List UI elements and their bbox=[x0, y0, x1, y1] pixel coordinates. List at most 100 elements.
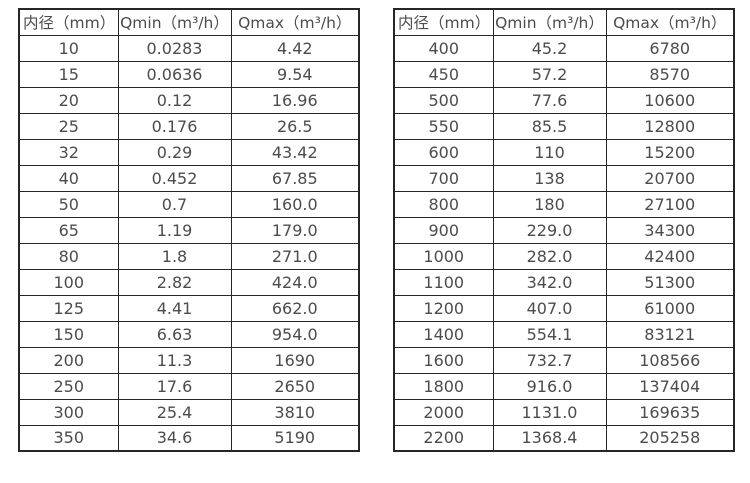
table-cell: 20 bbox=[18, 86, 119, 114]
table-cell: 0.12 bbox=[117, 86, 232, 114]
table-cell: 916.0 bbox=[492, 372, 607, 400]
table-cell: 61000 bbox=[605, 294, 735, 322]
table-row: 100 2.82 424.0 bbox=[18, 268, 360, 296]
header-cell: Qmin（m³/h） bbox=[492, 8, 607, 36]
table-cell: 0.176 bbox=[117, 112, 232, 140]
table-cell: 4.42 bbox=[230, 34, 360, 62]
table-row: 300 25.4 3810 bbox=[18, 398, 360, 426]
table-row: 550 85.5 12800 bbox=[393, 112, 735, 140]
table-cell: 4.41 bbox=[117, 294, 232, 322]
table-row: 1600 732.7 108566 bbox=[393, 346, 735, 374]
table-cell: 125 bbox=[18, 294, 119, 322]
table-cell: 2000 bbox=[393, 398, 494, 426]
table-cell: 179.0 bbox=[230, 216, 360, 244]
table-cell: 15 bbox=[18, 60, 119, 88]
table-row: 125 4.41 662.0 bbox=[18, 294, 360, 322]
table-cell: 160.0 bbox=[230, 190, 360, 218]
table-cell: 732.7 bbox=[492, 346, 607, 374]
table-cell: 342.0 bbox=[492, 268, 607, 296]
table-cell: 138 bbox=[492, 164, 607, 192]
table-cell: 6780 bbox=[605, 34, 735, 62]
table-row: 25 0.176 26.5 bbox=[18, 112, 360, 140]
table-cell: 12800 bbox=[605, 112, 735, 140]
table-row: 150 6.63 954.0 bbox=[18, 320, 360, 348]
table-cell: 67.85 bbox=[230, 164, 360, 192]
table-cell: 26.5 bbox=[230, 112, 360, 140]
table-cell: 1690 bbox=[230, 346, 360, 374]
table-cell: 25.4 bbox=[117, 398, 232, 426]
table-cell: 1400 bbox=[393, 320, 494, 348]
table-cell: 45.2 bbox=[492, 34, 607, 62]
header-row: 内径（mm） Qmin（m³/h） Qmax（m³/h） bbox=[18, 8, 360, 36]
table-cell: 350 bbox=[18, 424, 119, 452]
flow-rate-tables-container: 内径（mm） Qmin（m³/h） Qmax（m³/h） 10 0.0283 4.42 1… bbox=[18, 8, 735, 452]
table-row: 700 138 20700 bbox=[393, 164, 735, 192]
table-cell: 34300 bbox=[605, 216, 735, 244]
header-cell: Qmax（m³/h） bbox=[230, 8, 360, 36]
table-cell: 205258 bbox=[605, 424, 735, 452]
table-row: 15 0.0636 9.54 bbox=[18, 60, 360, 88]
table-cell: 2650 bbox=[230, 372, 360, 400]
table-row: 500 77.6 10600 bbox=[393, 86, 735, 114]
table-cell: 137404 bbox=[605, 372, 735, 400]
table-row: 80 1.8 271.0 bbox=[18, 242, 360, 270]
table-cell: 900 bbox=[393, 216, 494, 244]
table-cell: 85.5 bbox=[492, 112, 607, 140]
table-cell: 80 bbox=[18, 242, 119, 270]
table-cell: 0.29 bbox=[117, 138, 232, 166]
table-cell: 2.82 bbox=[117, 268, 232, 296]
table-row: 20 0.12 16.96 bbox=[18, 86, 360, 114]
table-cell: 1800 bbox=[393, 372, 494, 400]
table-row: 600 110 15200 bbox=[393, 138, 735, 166]
table-row: 65 1.19 179.0 bbox=[18, 216, 360, 244]
table-row: 40 0.452 67.85 bbox=[18, 164, 360, 192]
table-cell: 1131.0 bbox=[492, 398, 607, 426]
table-row: 450 57.2 8570 bbox=[393, 60, 735, 88]
header-cell: 内径（mm） bbox=[18, 8, 119, 36]
table-cell: 2200 bbox=[393, 424, 494, 452]
table-cell: 0.0636 bbox=[117, 60, 232, 88]
table-cell: 32 bbox=[18, 138, 119, 166]
table-cell: 57.2 bbox=[492, 60, 607, 88]
table-cell: 180 bbox=[492, 190, 607, 218]
flow-rate-table-right: 内径（mm） Qmin（m³/h） Qmax（m³/h） 400 45.2 6780 45… bbox=[393, 8, 735, 452]
table-cell: 1.8 bbox=[117, 242, 232, 270]
table-cell: 34.6 bbox=[117, 424, 232, 452]
table-cell: 1100 bbox=[393, 268, 494, 296]
table-row: 1000 282.0 42400 bbox=[393, 242, 735, 270]
table-cell: 550 bbox=[393, 112, 494, 140]
table-cell: 1368.4 bbox=[492, 424, 607, 452]
table-cell: 5190 bbox=[230, 424, 360, 452]
table-cell: 83121 bbox=[605, 320, 735, 348]
table-cell: 282.0 bbox=[492, 242, 607, 270]
table-row: 1800 916.0 137404 bbox=[393, 372, 735, 400]
table-row: 32 0.29 43.42 bbox=[18, 138, 360, 166]
table-cell: 500 bbox=[393, 86, 494, 114]
table-cell: 954.0 bbox=[230, 320, 360, 348]
table-cell: 271.0 bbox=[230, 242, 360, 270]
table-row: 250 17.6 2650 bbox=[18, 372, 360, 400]
table-row: 350 34.6 5190 bbox=[18, 424, 360, 452]
table-cell: 600 bbox=[393, 138, 494, 166]
table-cell: 43.42 bbox=[230, 138, 360, 166]
table-cell: 229.0 bbox=[492, 216, 607, 244]
table-cell: 27100 bbox=[605, 190, 735, 218]
table-cell: 424.0 bbox=[230, 268, 360, 296]
table-row: 1100 342.0 51300 bbox=[393, 268, 735, 296]
table-cell: 3810 bbox=[230, 398, 360, 426]
table-cell: 1200 bbox=[393, 294, 494, 322]
table-row: 10 0.0283 4.42 bbox=[18, 34, 360, 62]
table-cell: 25 bbox=[18, 112, 119, 140]
table-cell: 407.0 bbox=[492, 294, 607, 322]
table-cell: 100 bbox=[18, 268, 119, 296]
table-cell: 1600 bbox=[393, 346, 494, 374]
table-cell: 450 bbox=[393, 60, 494, 88]
header-cell: Qmin（m³/h） bbox=[117, 8, 232, 36]
table-cell: 1.19 bbox=[117, 216, 232, 244]
table-cell: 15200 bbox=[605, 138, 735, 166]
header-cell: Qmax（m³/h） bbox=[605, 8, 735, 36]
table-cell: 400 bbox=[393, 34, 494, 62]
table-cell: 150 bbox=[18, 320, 119, 348]
table-row: 800 180 27100 bbox=[393, 190, 735, 218]
table-cell: 8570 bbox=[605, 60, 735, 88]
